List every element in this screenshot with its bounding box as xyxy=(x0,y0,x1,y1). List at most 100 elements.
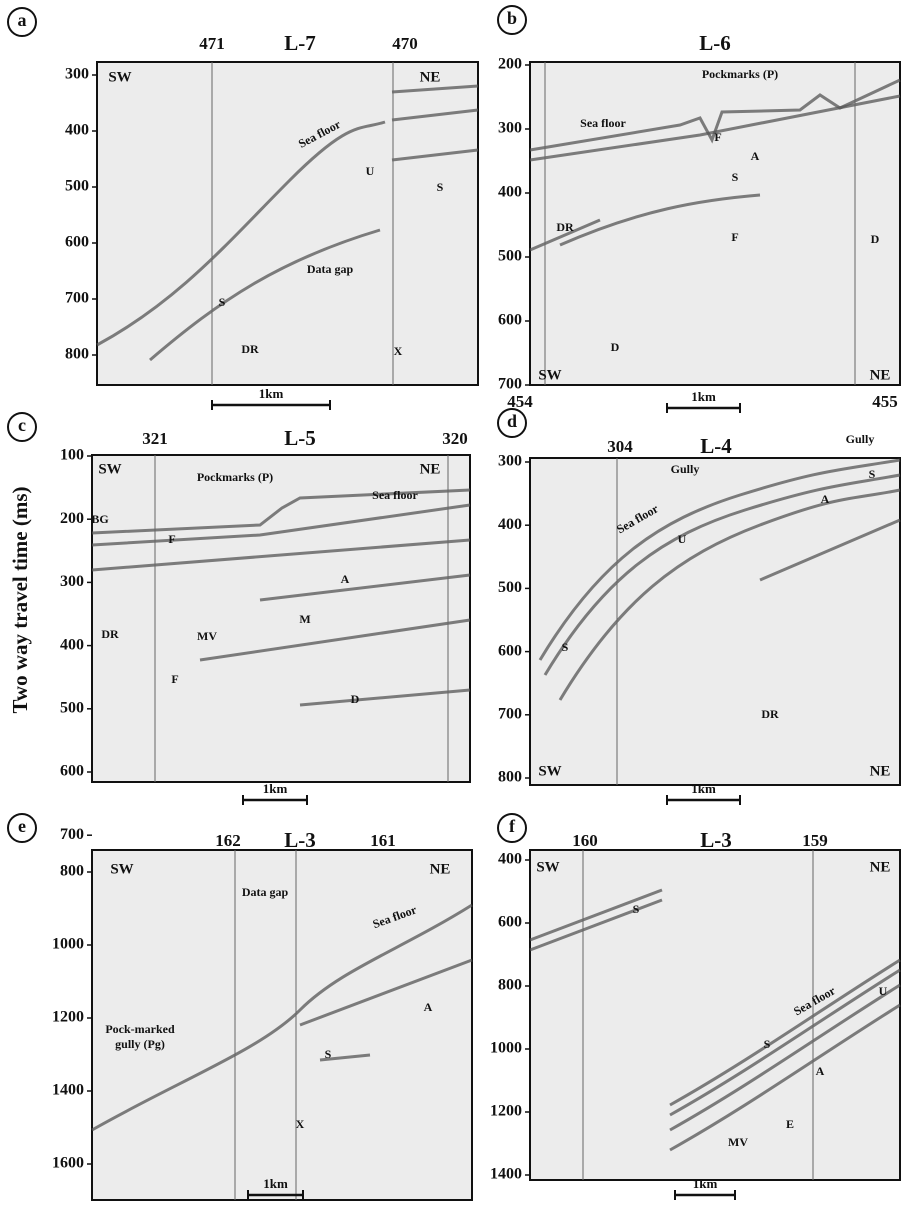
y-tick-label: 1400 xyxy=(52,1082,84,1099)
y-tick-label: 800 xyxy=(498,769,522,786)
y-tick-label: 300 xyxy=(60,573,84,590)
line-title: L-4 xyxy=(700,434,732,458)
line-title: L-6 xyxy=(699,31,731,55)
shotpoint: 161 xyxy=(370,831,396,850)
annotation: DR xyxy=(556,220,574,234)
panel-label-circle xyxy=(497,813,527,843)
panel: b L-6 454 455 200 300 400 500 600 700 1km Pockmarks… xyxy=(497,5,901,413)
shotpoint: 470 xyxy=(392,34,418,53)
annotation: DR xyxy=(241,342,259,356)
y-tick-label: 700 xyxy=(498,705,522,722)
panel-label-circle xyxy=(7,7,37,37)
panel: e L-3 162 161 800 1000 1200 1400 1600 1km SW NE Data… xyxy=(7,813,473,1201)
y-tick-label: 1000 xyxy=(52,936,84,953)
y-tick-label: 200 xyxy=(60,510,84,527)
reflector xyxy=(759,518,901,582)
annotation: F xyxy=(168,532,175,546)
panel-label-circle xyxy=(497,408,527,438)
panel-label: a xyxy=(18,10,27,30)
annotation: A xyxy=(424,1000,433,1014)
seismic-section xyxy=(529,61,901,386)
y-tick-label: 1200 xyxy=(490,1103,522,1120)
reflector xyxy=(391,148,479,162)
shotpoint: 162 xyxy=(215,831,241,850)
scale-bar-label: 1km xyxy=(263,781,288,796)
panel: d L-4 304 300 400 500 600 700 800 1km Gully Gully S A… xyxy=(497,408,901,805)
y-tick-label: 600 xyxy=(60,763,84,780)
annotation: NE xyxy=(430,861,451,877)
panel-label-circle xyxy=(7,412,37,442)
y-tick-label: 700 xyxy=(60,826,84,843)
annotation: F xyxy=(171,672,178,686)
reflector xyxy=(391,84,479,94)
reflector xyxy=(149,228,381,362)
annotation: Sea floor xyxy=(372,488,418,502)
line-title: L-7 xyxy=(284,31,316,55)
shotpoint: 320 xyxy=(442,429,468,448)
reflector xyxy=(319,1053,371,1062)
y-tick-label: 500 xyxy=(65,178,89,195)
annotation: S xyxy=(325,1047,332,1061)
annotation: Pock-marked xyxy=(105,1022,175,1036)
reflector xyxy=(529,888,663,942)
y-axis-title: Two way travel time (ms) xyxy=(8,486,32,713)
y-tick-label: 700 xyxy=(498,376,522,393)
y-tick-label: 500 xyxy=(498,248,522,265)
annotation: D xyxy=(611,340,620,354)
y-tick-label: 600 xyxy=(498,312,522,329)
reflector xyxy=(529,78,901,152)
annotation: Gully xyxy=(671,462,700,476)
seismic-section xyxy=(529,457,901,786)
annotation: SW xyxy=(538,367,561,383)
reflector xyxy=(559,193,761,247)
shotpoint: 304 xyxy=(607,437,633,456)
reflector xyxy=(538,458,901,661)
annotation: U xyxy=(879,984,888,998)
reflector xyxy=(543,473,901,676)
y-tick-label: 300 xyxy=(498,120,522,137)
panel-label: c xyxy=(18,415,26,435)
panel-label-circle xyxy=(7,813,37,843)
annotation: Sea floor xyxy=(580,116,626,130)
reflector xyxy=(91,903,473,1132)
annotation: F xyxy=(731,230,738,244)
shotpoint: 321 xyxy=(142,429,168,448)
annotation: A xyxy=(816,1064,825,1078)
annotation: SW xyxy=(536,859,559,875)
panel-label: f xyxy=(509,816,516,836)
scale-bar-label: 1km xyxy=(691,389,716,404)
annotation: E xyxy=(786,1117,794,1131)
reflector xyxy=(299,688,471,707)
line-title: L-3 xyxy=(284,828,316,852)
annotation: A xyxy=(751,149,760,163)
reflector xyxy=(299,958,473,1027)
annotation: S xyxy=(219,295,226,309)
reflector xyxy=(91,488,471,535)
scale-bar-label: 1km xyxy=(263,1176,288,1191)
reflector xyxy=(529,898,663,952)
annotation: S xyxy=(732,170,739,184)
y-tick-label: 500 xyxy=(60,699,84,716)
annotation: NE xyxy=(420,69,441,85)
y-tick-label: 500 xyxy=(498,579,522,596)
y-tick-label: 600 xyxy=(498,914,522,931)
annotation: NE xyxy=(420,461,441,477)
annotation: M xyxy=(299,612,310,626)
annotation: S xyxy=(633,902,640,916)
annotation: Data gap xyxy=(307,262,354,276)
annotation: S xyxy=(562,640,569,654)
annotation: MV xyxy=(728,1135,748,1149)
annotation: D xyxy=(871,232,880,246)
annotation: NE xyxy=(870,367,891,383)
annotation: U xyxy=(678,532,687,546)
annotation: NE xyxy=(870,859,891,875)
scale-bar-label: 1km xyxy=(691,781,716,796)
y-tick-label: 300 xyxy=(65,66,89,83)
panel-label: b xyxy=(507,8,517,28)
y-tick-label: 800 xyxy=(60,863,84,880)
reflector xyxy=(259,573,471,602)
annotation: S xyxy=(869,467,876,481)
annotation: SW xyxy=(538,763,561,779)
annotation: DR xyxy=(761,707,779,721)
